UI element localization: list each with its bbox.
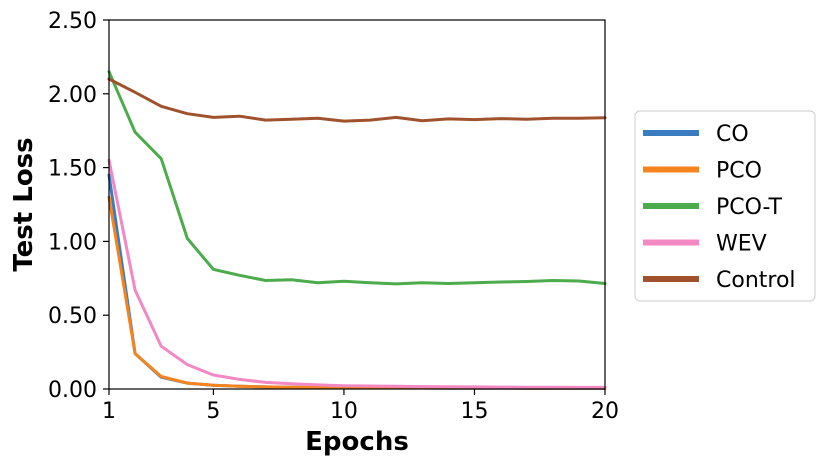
series-line-wev bbox=[107, 158, 607, 389]
x-tick-label: 10 bbox=[330, 399, 358, 424]
legend: CO PCO PCO-T WEV Control bbox=[634, 110, 816, 302]
y-tick-label: 2.50 bbox=[48, 9, 97, 34]
y-tick-label: 0.50 bbox=[48, 304, 97, 329]
series-line-control bbox=[107, 77, 607, 123]
y-tick-label: 2.00 bbox=[48, 83, 97, 108]
x-tick-label: 15 bbox=[460, 399, 488, 424]
legend-box bbox=[634, 110, 816, 302]
y-axis-title: Test Loss bbox=[9, 137, 39, 271]
legend-label: PCO bbox=[716, 159, 762, 184]
y-tick-label: 0.00 bbox=[48, 378, 97, 403]
x-tick-label: 1 bbox=[102, 399, 116, 424]
legend-label: PCO-T bbox=[716, 195, 782, 220]
x-axis-title: Epochs bbox=[305, 427, 409, 457]
legend-label: WEV bbox=[716, 232, 767, 257]
y-tick-label: 1.00 bbox=[48, 230, 97, 255]
series-line-pco-t bbox=[107, 70, 607, 286]
x-tick-label: 20 bbox=[591, 399, 619, 424]
legend-label: Control bbox=[716, 268, 796, 293]
x-tick-label: 5 bbox=[206, 399, 220, 424]
plot-frame bbox=[108, 19, 606, 390]
x-axis: 1 5 10 15 20 bbox=[102, 389, 619, 424]
legend-label: CO bbox=[716, 122, 749, 147]
y-tick-label: 1.50 bbox=[48, 157, 97, 182]
series-lines bbox=[107, 70, 607, 390]
y-axis: 0.00 0.50 1.00 1.50 2.00 2.50 bbox=[48, 9, 109, 403]
